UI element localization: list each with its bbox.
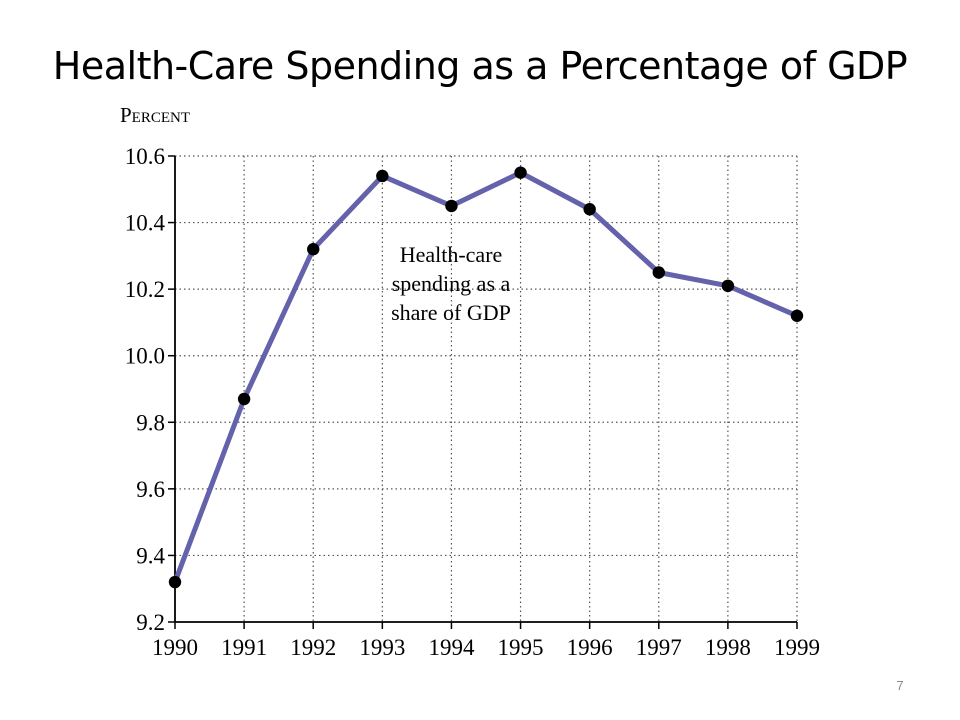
slide-title: Health-Care Spending as a Percentage of … <box>52 44 908 88</box>
data-point <box>514 166 527 179</box>
x-tick-label: 1994 <box>428 635 475 660</box>
y-tick-label: 9.4 <box>136 543 165 568</box>
axis-layer <box>168 155 798 629</box>
chart-annotation: Health-care spending as a share of GDP <box>391 242 511 325</box>
y-axis-title: Percent <box>120 103 190 127</box>
data-point <box>583 203 596 216</box>
data-point <box>790 309 804 322</box>
series-line <box>172 170 800 585</box>
x-tick-label: 1992 <box>290 635 336 660</box>
data-point <box>445 199 458 213</box>
y-tick-label: 10.2 <box>125 277 165 302</box>
x-tick-label: 1999 <box>774 635 820 660</box>
data-point <box>376 169 389 183</box>
annotation-line: share of GDP <box>391 300 511 325</box>
data-point <box>652 266 665 279</box>
x-tick-label: 1998 <box>705 635 751 660</box>
data-point <box>168 575 182 589</box>
annotation-line: Health-care <box>400 242 503 267</box>
y-tick-label: 9.6 <box>136 477 165 502</box>
title-mask <box>0 94 960 110</box>
x-tick-label: 1997 <box>636 635 682 660</box>
data-point <box>721 279 735 293</box>
x-tick-label: 1995 <box>498 635 544 660</box>
y-tick-label: 10.6 <box>125 144 165 169</box>
annotation-line: spending as a <box>392 271 511 296</box>
x-tick-label: 1993 <box>359 635 405 660</box>
data-point <box>307 243 320 256</box>
y-tick-label: 10.0 <box>125 344 165 369</box>
y-tick-label: 10.4 <box>125 211 166 236</box>
x-tick-label: 1990 <box>152 635 198 660</box>
y-tick-label: 9.2 <box>136 610 165 635</box>
series-layer <box>172 170 800 585</box>
y-tick-label: 9.8 <box>136 410 165 435</box>
marker-layer <box>168 166 804 589</box>
grid-layer <box>175 155 798 622</box>
data-point <box>237 392 251 406</box>
tick-label-layer: 9.2 9.4 9.6 9.8 10.0 10.2 10.4 10.6 1990 1991 1992… <box>125 144 820 660</box>
x-tick-label: 1996 <box>567 635 613 660</box>
x-tick-label: 1991 <box>221 635 267 660</box>
slide-number: 7 <box>896 678 904 693</box>
